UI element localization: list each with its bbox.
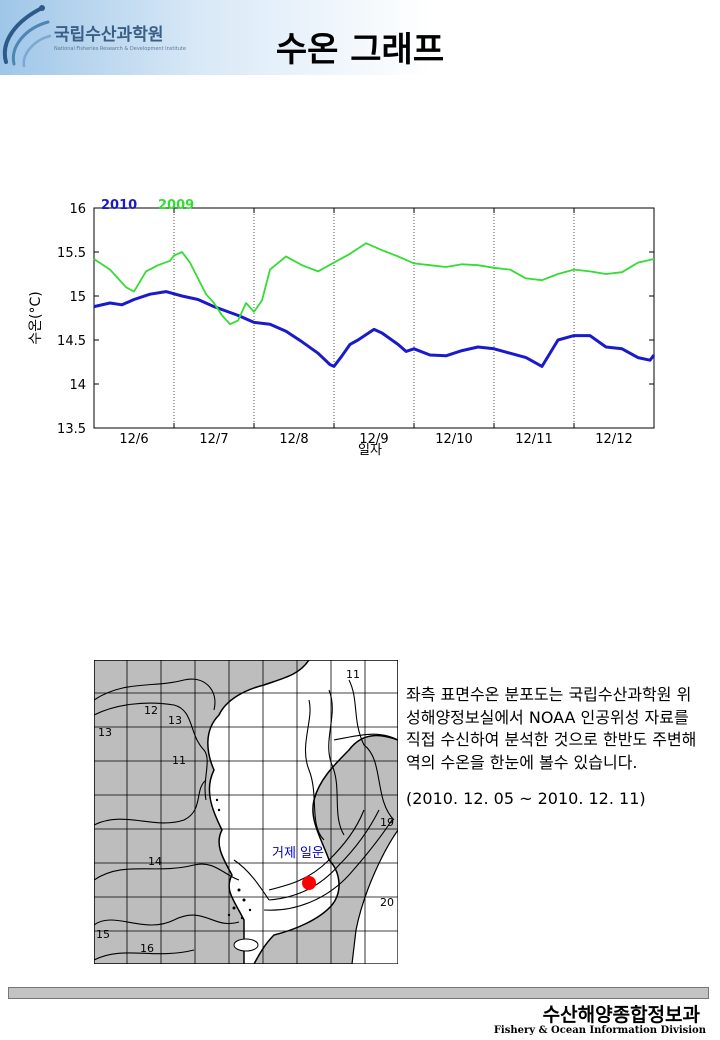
y-axis-label: 수온(°C)	[28, 291, 44, 344]
footer-org-english: Fishery & Ocean Information Division	[493, 1025, 706, 1036]
contour-label: 11	[346, 668, 360, 681]
footer-org-korean: 수산해양종합정보과	[542, 1004, 700, 1026]
page-title: 수온 그래프	[275, 30, 445, 70]
logo-subtitle: National Fisheries Research & Developmen…	[54, 46, 186, 52]
x-tick-label: 12/10	[435, 432, 472, 447]
contour-label: 12	[144, 704, 158, 717]
legend-2010: 2010	[101, 198, 137, 213]
location-marker	[302, 876, 316, 890]
y-tick-label: 13.5	[57, 422, 86, 437]
contour-label: 14	[148, 855, 162, 868]
y-tick-label: 16	[69, 202, 86, 217]
x-tick-label: 12/12	[595, 432, 632, 447]
plot-frame	[93, 207, 655, 429]
date-range: (2010. 12. 05 ~ 2010. 12. 11)	[406, 789, 646, 808]
x-tick-label: 12/7	[199, 432, 228, 447]
y-tick-label: 15.5	[57, 246, 86, 261]
institute-logo: 국립수산과학원 National Fisheries Research & De…	[0, 0, 186, 72]
x-tick-label: 12/9	[359, 432, 388, 447]
contour-label: 11	[172, 754, 186, 767]
x-tick-label: 12/11	[515, 432, 552, 447]
y-tick-label: 14	[69, 378, 86, 393]
footer-divider	[8, 987, 709, 999]
map-description: 좌측 표면수온 분포도는 국립수산과학원 위성해양정보실에서 NOAA 인공위성…	[406, 684, 706, 811]
y-tick-label: 14.5	[57, 334, 86, 349]
contour-label: 16	[140, 942, 154, 955]
contour-label: 19	[380, 816, 394, 829]
contour-label: 13	[98, 726, 112, 739]
x-tick-label: 12/6	[119, 432, 148, 447]
sst-distribution-map: 11 12 13 11 14 15 16 19 20 13 거제 일운	[93, 659, 399, 965]
x-axis-label: 일자	[358, 443, 382, 458]
series-line-2009	[93, 242, 655, 326]
x-tick-label: 12/8	[279, 432, 308, 447]
contour-label: 15	[96, 928, 110, 941]
description-text: 좌측 표면수온 분포도는 국립수산과학원 위성해양정보실에서 NOAA 인공위성…	[406, 685, 697, 772]
contour-label: 20	[380, 896, 394, 909]
header-banner: 국립수산과학원 National Fisheries Research & De…	[0, 0, 720, 75]
y-tick-label: 15	[69, 290, 86, 305]
water-temperature-chart: 13.5 14 14.5 15 15.5 16 12/6 12/7 12/8 12/9 12/10 1…	[28, 198, 656, 458]
contour-label: 13	[168, 714, 182, 727]
legend-2009: 2009	[158, 198, 194, 213]
series-line-2010	[93, 290, 656, 368]
logo-text: 국립수산과학원	[54, 25, 164, 45]
location-label: 거제 일운	[272, 846, 324, 861]
logo-swirl-icon	[2, 5, 52, 68]
sea-temperature-map: 11 12 13 11 14 15 16 19 20 13 거제 일운	[93, 659, 399, 965]
